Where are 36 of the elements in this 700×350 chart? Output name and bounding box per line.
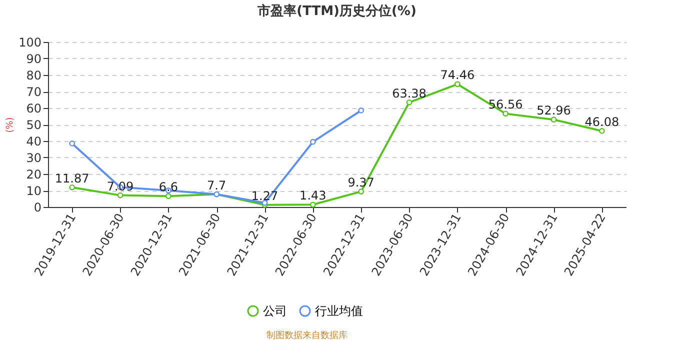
data-label: 1.43 xyxy=(300,188,326,203)
y-axis-title: (%) xyxy=(6,117,16,133)
y-tick-label: 40 xyxy=(26,134,42,148)
y-tick-label: 70 xyxy=(26,85,42,99)
point xyxy=(406,99,412,106)
data-label: 74.46 xyxy=(440,68,475,82)
point xyxy=(598,128,605,134)
point xyxy=(502,110,509,117)
y-tick-label: 80 xyxy=(26,68,42,82)
chart-title: 市盈率(TTM)历史分位(%) xyxy=(256,3,416,19)
point xyxy=(550,116,557,123)
y-tick-label: 50 xyxy=(26,118,42,132)
data-label: 52.96 xyxy=(536,104,571,118)
point xyxy=(310,202,316,208)
y-tick-label: 20 xyxy=(26,168,42,182)
y-tick-label: 90 xyxy=(26,52,42,66)
y-tick-label: 30 xyxy=(26,151,42,165)
point xyxy=(165,193,172,200)
data-label: 11.87 xyxy=(54,171,90,186)
point xyxy=(358,188,364,194)
y-tick-label: 10 xyxy=(26,184,42,198)
point xyxy=(358,108,364,114)
data-label: 46.08 xyxy=(584,114,620,129)
y-tick-label: 0 xyxy=(34,200,42,214)
y-tick-label: 100 xyxy=(18,36,42,50)
point xyxy=(69,140,76,146)
legend-label: 行业均值 xyxy=(315,304,363,318)
text: 制图数据来自数据库 xyxy=(266,330,348,341)
legend-label: 公司 xyxy=(263,304,287,318)
data-label: 7.7 xyxy=(207,178,226,192)
point xyxy=(454,81,460,88)
point xyxy=(117,192,124,198)
y-tick-label: 60 xyxy=(26,102,42,116)
point xyxy=(310,138,316,145)
data-label: 63.38 xyxy=(392,86,426,100)
point xyxy=(69,184,76,190)
